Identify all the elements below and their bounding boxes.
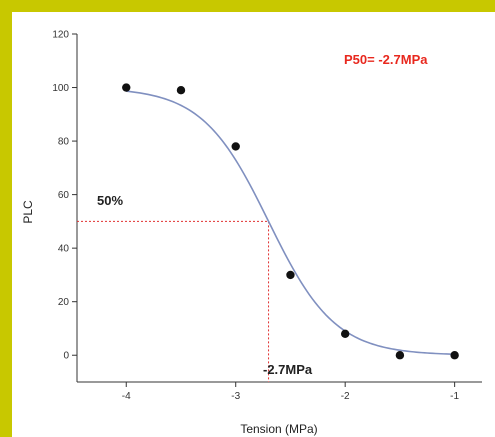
x-tick-label: -2 — [341, 391, 350, 402]
plc-chart: 0 20 40 60 80 100 120 -4 -3 -2 -1 Tension (MPa) PL… — [21, 30, 482, 436]
data-point — [231, 142, 240, 151]
fit-curve — [126, 90, 455, 356]
axes — [72, 33, 482, 387]
data-point — [450, 351, 459, 360]
y-tick-label: 40 — [58, 244, 70, 255]
fit-curve-group — [126, 90, 455, 356]
x-marker-label: -2.7MPa — [263, 362, 313, 377]
y-tick-label: 60 — [58, 190, 70, 201]
data-point — [395, 351, 405, 360]
tick-labels: 0 20 40 60 80 100 120 -4 -3 -2 -1 — [52, 30, 459, 403]
data-points — [122, 83, 459, 360]
x-axis-title: Tension (MPa) — [240, 422, 317, 436]
data-point — [340, 329, 350, 339]
y-tick-label: 20 — [58, 297, 70, 308]
data-point — [286, 270, 295, 280]
fifty-percent-label: 50% — [97, 193, 123, 208]
data-point — [122, 83, 131, 92]
data-point — [176, 86, 186, 95]
reference-lines — [77, 220, 270, 382]
y-tick-label: 100 — [52, 83, 69, 94]
y-tick-label: 80 — [58, 137, 70, 148]
y-axis-title: PLC — [21, 200, 35, 224]
p50-annotation: P50= -2.7MPa — [344, 52, 428, 67]
y-tick-label: 0 — [63, 351, 69, 362]
y-tick-label: 120 — [52, 30, 69, 41]
chart-panel: 0 20 40 60 80 100 120 -4 -3 -2 -1 Tension (MPa) PL… — [12, 12, 495, 437]
x-tick-label: -3 — [231, 391, 240, 402]
x-tick-label: -4 — [122, 391, 131, 402]
x-tick-label: -1 — [450, 391, 459, 402]
